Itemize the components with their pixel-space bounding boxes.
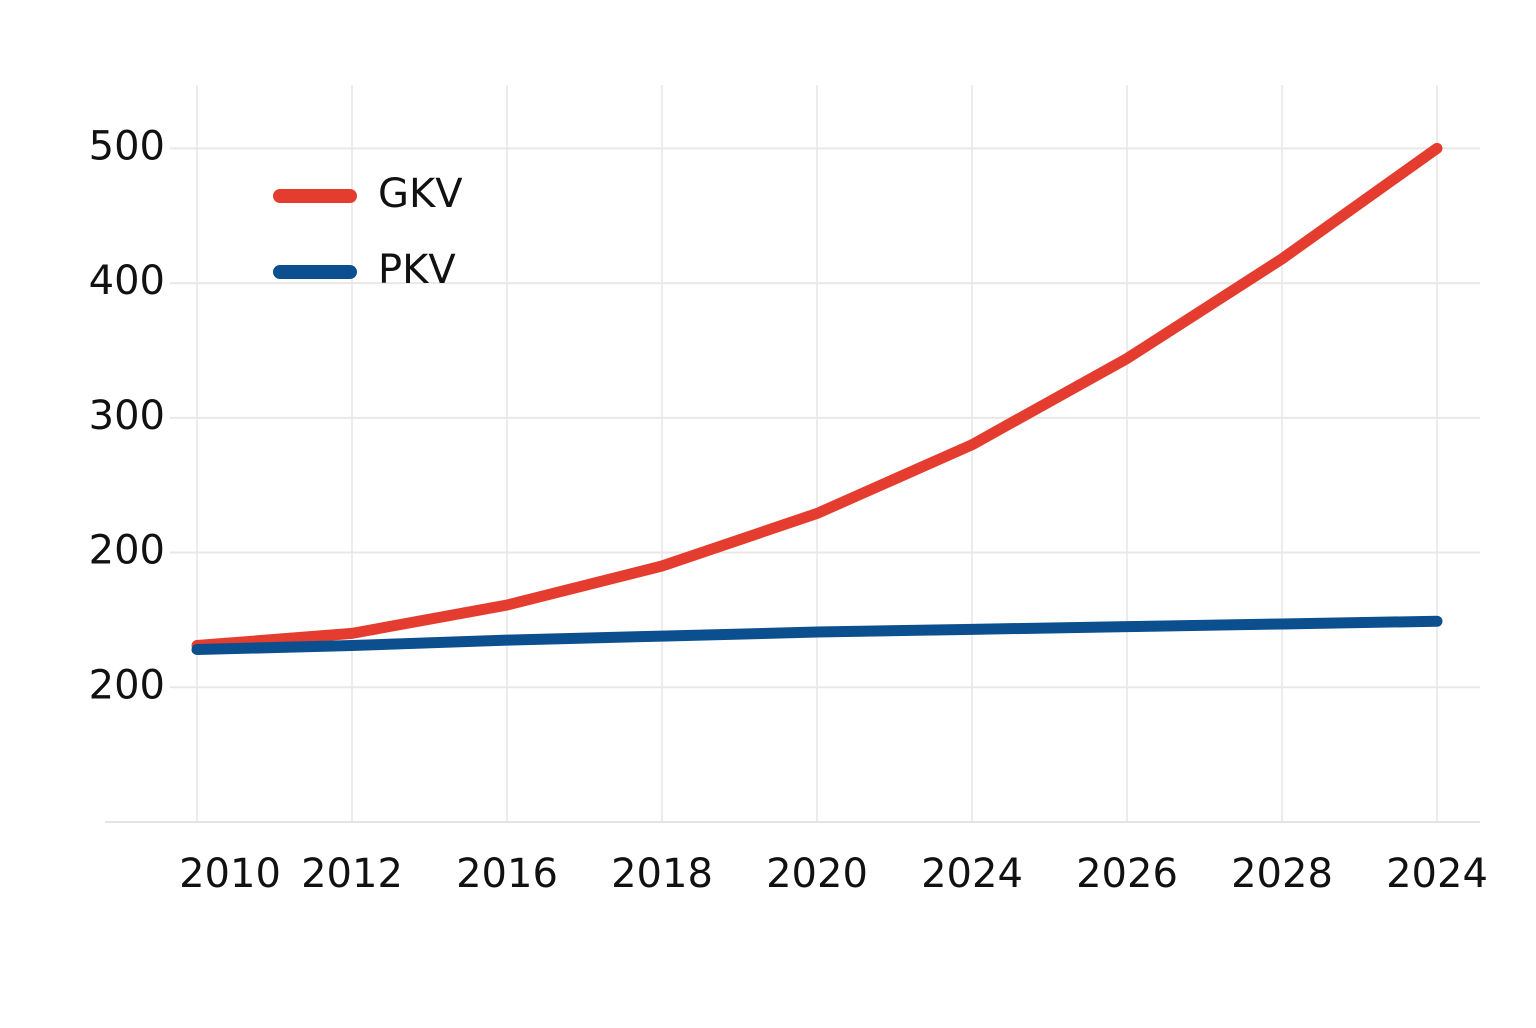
x-tick-label: 2024 <box>1386 851 1488 897</box>
x-tick-label: 2016 <box>456 851 558 897</box>
line-series <box>191 615 1443 656</box>
y-tick-label: 300 <box>89 393 165 439</box>
x-tick-label: 2018 <box>611 851 713 897</box>
x-tick-label: 2012 <box>301 851 403 897</box>
y-tick-label: 200 <box>89 528 165 574</box>
y-tick-label: 200 <box>89 662 165 708</box>
y-tick-label: 500 <box>89 123 165 169</box>
x-tick-label: 2020 <box>766 851 868 897</box>
y-tick-label: 400 <box>89 258 165 304</box>
x-tick-label: 2010 <box>179 851 281 897</box>
x-tick-label: 2026 <box>1076 851 1178 897</box>
x-tick-label: 2028 <box>1231 851 1333 897</box>
x-tick-label: 2024 <box>921 851 1023 897</box>
legend-label: PKV <box>378 247 456 293</box>
legend-label: GKV <box>378 171 463 217</box>
line-series <box>191 142 1443 652</box>
